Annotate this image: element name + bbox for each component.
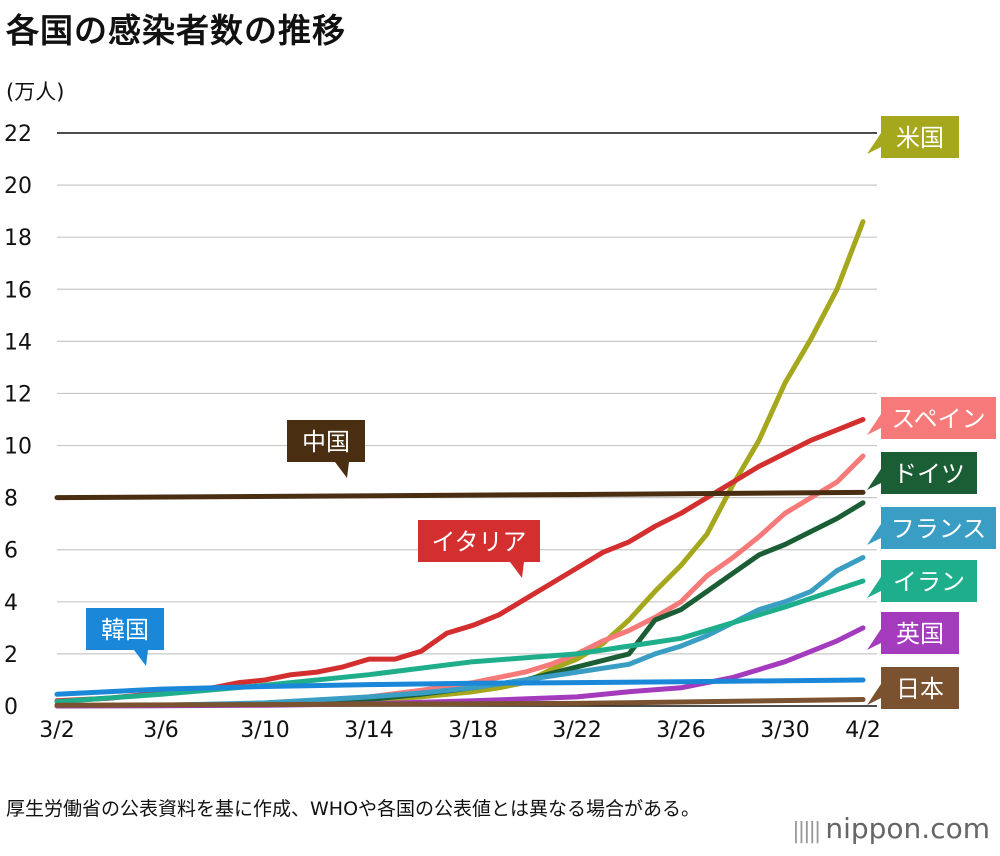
label-box: [881, 452, 977, 494]
y-tick-label: 8: [4, 487, 18, 512]
label-pointer: [134, 650, 148, 666]
y-tick-label: 16: [4, 278, 32, 303]
label-text: 日本: [896, 675, 944, 703]
series-line-7: [54, 697, 866, 708]
label-text: イラン: [893, 568, 965, 596]
series-label-1: スペイン: [867, 397, 996, 439]
footnote: 厚生労働省の公表資料を基に作成、WHOや各国の公表値とは異なる場合がある。: [6, 798, 701, 820]
label-text: 米国: [896, 124, 944, 152]
label-text: フランス: [891, 515, 987, 543]
logo-bars-icon: |||||: [792, 819, 821, 844]
label-text: イタリア: [431, 528, 526, 556]
label-pointer: [335, 462, 349, 478]
label-pointer: [867, 414, 881, 436]
y-tick-label: 18: [4, 226, 32, 251]
label-pointer: [510, 562, 524, 578]
label-pointer: [867, 577, 881, 599]
series-line-4: [54, 555, 866, 709]
label-text: スペイン: [891, 405, 985, 433]
y-tick-label: 2: [4, 643, 18, 668]
y-tick-label: 12: [4, 382, 32, 407]
x-tick-label: 3/10: [240, 718, 289, 743]
x-tick-label: 3/26: [656, 718, 705, 743]
x-tick-label: 4/2: [845, 718, 880, 743]
x-tick-label: 3/14: [344, 718, 393, 743]
series-label-0: 米国: [867, 116, 959, 158]
label-box: [881, 667, 959, 709]
label-box: [881, 612, 959, 654]
x-tick-label: 3/18: [448, 718, 497, 743]
logo-text: nippon.com: [825, 812, 990, 845]
line-chart: 0 2 4 6 8 10 12 14 16 18 20 22 3/2 3/6 3/10 3/14 3/18 3/…: [4, 116, 996, 743]
y-tick-label: 22: [4, 122, 32, 147]
y-tick-label: 14: [4, 330, 32, 355]
series-label-8: 中国: [287, 420, 365, 478]
y-tick-label: 0: [4, 695, 18, 720]
label-pointer: [867, 524, 881, 546]
series-label-4: フランス: [867, 507, 996, 549]
label-pointer: [867, 629, 881, 651]
series-label-9: 韓国: [86, 608, 164, 666]
series-line-5: [54, 578, 866, 705]
series-line-0: [54, 219, 866, 709]
y-tick-label: 6: [4, 539, 18, 564]
x-tick-label: 3/22: [552, 718, 601, 743]
label-text: 韓国: [101, 616, 149, 644]
y-axis-unit-label: (万人): [6, 80, 65, 104]
label-box: [881, 560, 977, 602]
x-tick-label: 3/30: [760, 718, 809, 743]
y-tick-label: 10: [4, 435, 32, 460]
x-tick-label: 3/2: [39, 718, 74, 743]
series-label-6: 英国: [867, 612, 959, 654]
label-box: [418, 520, 540, 562]
label-box: [881, 116, 959, 158]
y-tick-label: 4: [4, 591, 18, 616]
series-label-5: イラン: [867, 560, 977, 602]
chart-title: 各国の感染者数の推移: [6, 11, 346, 50]
series-line-8: [54, 489, 866, 501]
series-line-9: [54, 677, 866, 697]
label-box: [287, 420, 365, 462]
y-tick-label: 20: [4, 174, 32, 199]
series-label-2: イタリア: [418, 520, 540, 578]
label-box: [881, 397, 996, 439]
label-pointer: [867, 469, 881, 491]
x-tick-label: 3/6: [143, 718, 178, 743]
label-text: ドイツ: [893, 460, 965, 488]
label-pointer: [867, 133, 881, 155]
series-label-3: ドイツ: [867, 452, 977, 494]
series-label-7: 日本: [867, 667, 959, 709]
label-box: [86, 608, 164, 650]
label-pointer: [867, 684, 881, 706]
label-box: [881, 507, 996, 549]
series-line-2: [54, 417, 866, 704]
label-text: 中国: [302, 428, 350, 456]
label-text: 英国: [896, 620, 944, 648]
nippon-logo[interactable]: ||||| nippon.com: [792, 812, 990, 845]
